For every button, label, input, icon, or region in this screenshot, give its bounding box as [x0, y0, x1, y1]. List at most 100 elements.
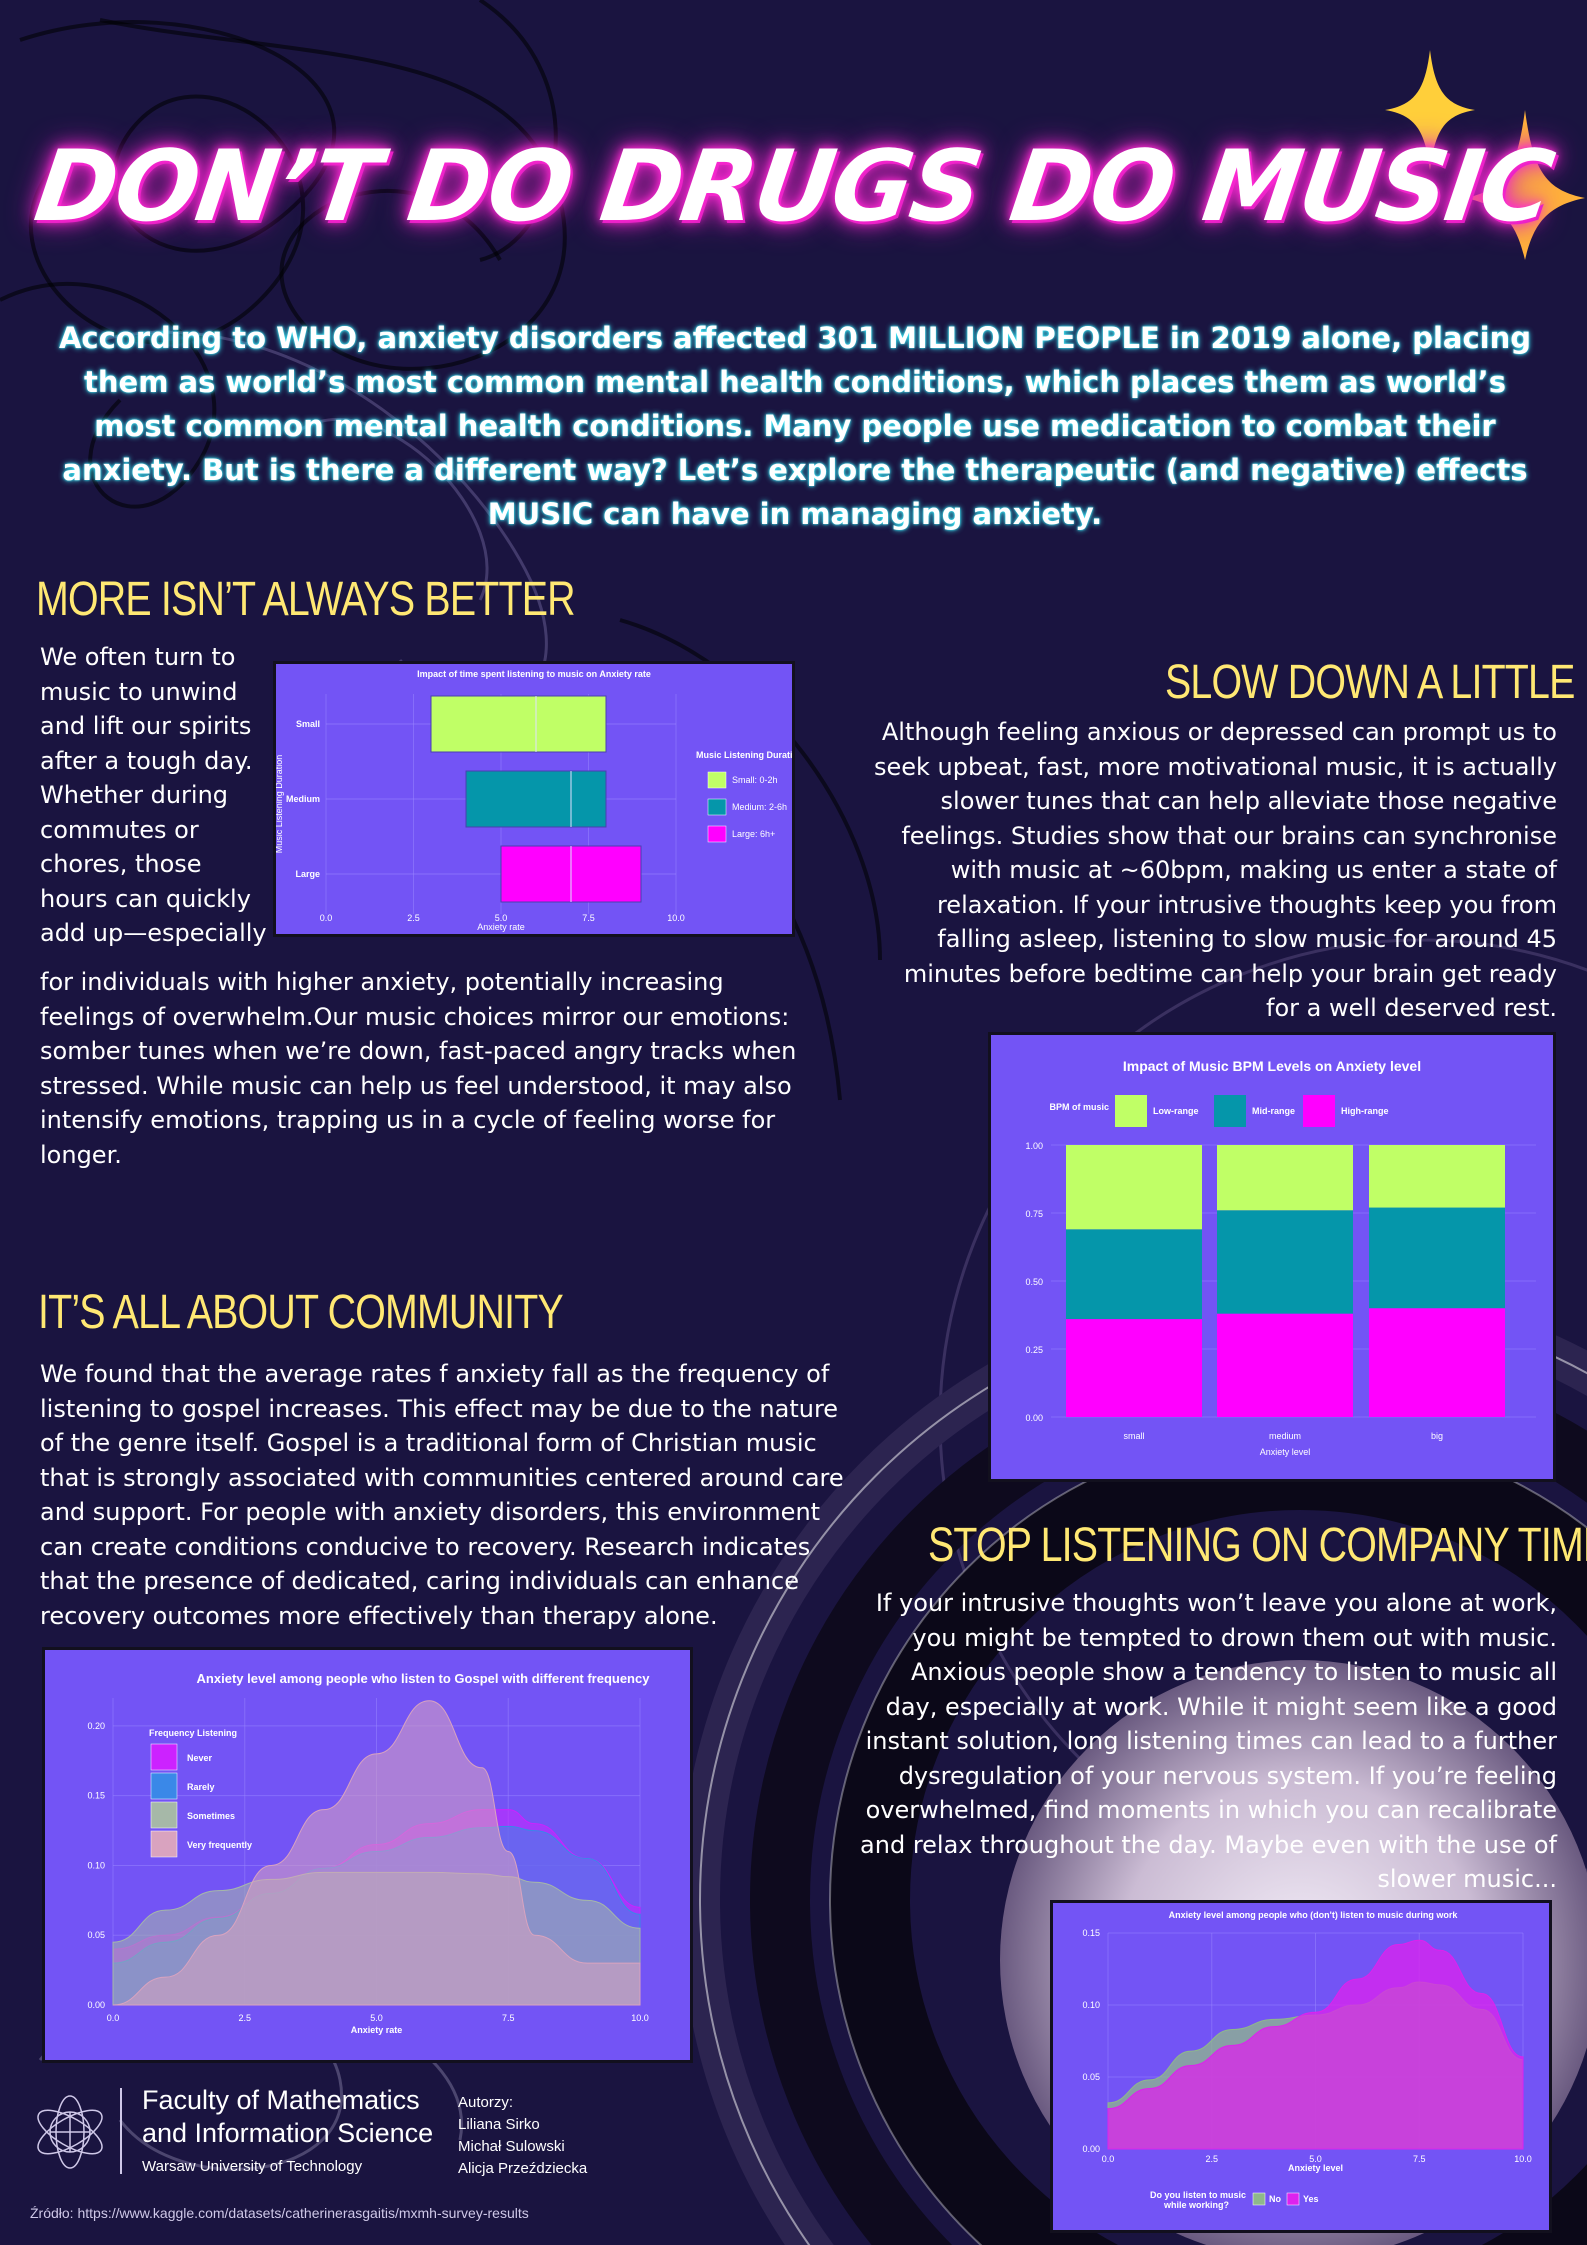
tick-label: 0.00	[87, 2000, 105, 2010]
tick-label: 2.5	[1205, 2154, 1218, 2164]
tick-label: 0.0	[320, 913, 333, 923]
legend-swatch	[707, 771, 727, 789]
footer-divider	[120, 2088, 122, 2174]
text-line: Whether during	[40, 781, 229, 809]
tick-label: 0.10	[1082, 2000, 1100, 2010]
community-body-text: We found that the average rates f anxiet…	[40, 1360, 844, 1630]
text-line: hours can quickly	[40, 884, 251, 913]
legend-label: Rarely	[187, 1782, 215, 1792]
bar-segment	[1217, 1210, 1353, 1314]
chart-listening-duration-boxplot: Impact of time spent listening to music …	[273, 661, 804, 937]
heading-community: IT’S ALL ABOUT COMMUNITY	[38, 1286, 564, 1339]
university-name: Warsaw University of Technology	[142, 2158, 363, 2175]
tick-label: 5.0	[370, 2013, 383, 2023]
bar-segment	[1369, 1308, 1505, 1417]
stacked-bar-svg: Impact of Music BPM Levels on Anxiety le…	[1025, 1058, 1536, 1457]
legend-label: Low-range	[1153, 1106, 1199, 1116]
box	[430, 695, 607, 753]
legend-label: Large: 6h+	[732, 829, 775, 839]
legend-label: Very frequently	[187, 1840, 252, 1850]
source-link[interactable]: Źródło: https://www.kaggle.com/datasets/…	[30, 2205, 529, 2221]
category-label: small	[1123, 1431, 1144, 1441]
author-name: Alicja Przeździecka	[458, 2160, 588, 2177]
slow-body-text: Although feeling anxious or depressed ca…	[873, 718, 1557, 1022]
bar-segment	[1066, 1229, 1202, 1320]
category-label: big	[1431, 1431, 1443, 1441]
legend-swatch	[707, 825, 727, 843]
bar-segment	[1217, 1145, 1353, 1211]
tick-label: 0.15	[87, 1791, 105, 1801]
more-body-text: for individuals with higher anxiety, pot…	[40, 968, 797, 1169]
tick-label: 0.05	[1082, 2072, 1100, 2082]
x-axis-label: Anxiety rate	[477, 922, 525, 932]
bar-segment	[1369, 1145, 1505, 1208]
tick-label: 5.0	[1309, 2154, 1322, 2164]
tick-label: 0.0	[107, 2013, 120, 2023]
chart-title: Anxiety level among people who (don't) l…	[1169, 1910, 1459, 1920]
authors-block: Autorzy: Liliana Sirko Michał Sulowski A…	[458, 2092, 587, 2180]
chart-gospel-density: Anxiety level among people who listen to…	[42, 1647, 693, 2063]
work-density-svg: Anxiety level among people who (don't) l…	[1082, 1910, 1531, 2210]
tick-label: 0.00	[1025, 1413, 1043, 1423]
sparkle-icon	[1385, 50, 1585, 260]
legend-title: Do you listen to music	[1150, 2190, 1246, 2200]
legend-swatch	[707, 798, 727, 816]
category-label: Large	[295, 869, 320, 879]
chart-title: Impact of time spent listening to music …	[417, 669, 651, 679]
legend-label: Mid-range	[1252, 1106, 1295, 1116]
text-line: and lift our spirits	[40, 712, 252, 740]
tick-label: 0.50	[1025, 1277, 1043, 1287]
tick-label: 1.00	[1025, 1141, 1043, 1151]
poster-title: DON’T DO DRUGS DO MUSIC	[28, 130, 1559, 244]
faculty-line-2: and Information Science	[142, 2118, 434, 2148]
text-line: We often turn to	[40, 643, 236, 671]
legend-swatch	[1115, 1095, 1147, 1127]
legend-label: Medium: 2-6h	[732, 802, 787, 812]
tick-label: 0.25	[1025, 1345, 1043, 1355]
chart-work-density: Anxiety level among people who (don't) l…	[1050, 1900, 1552, 2233]
density-area	[112, 1700, 641, 2006]
heading-more-isnt-always-better: MORE ISN’T ALWAYS BETTER	[36, 573, 576, 626]
heading-slow-down: SLOW DOWN A LITTLE	[1165, 656, 1575, 709]
tick-label: 0.05	[87, 1930, 105, 1940]
company-body-text: If your intrusive thoughts won’t leave y…	[860, 1589, 1557, 1893]
x-axis-label: Anxiety level	[1260, 1447, 1311, 1457]
legend-swatch	[1286, 2192, 1300, 2206]
legend-swatch	[150, 1801, 178, 1829]
tick-label: 7.5	[582, 913, 595, 923]
legend-title: Frequency Listening	[149, 1728, 237, 1738]
legend-swatch	[1252, 2192, 1266, 2206]
tick-label: 7.5	[502, 2013, 515, 2023]
category-label: medium	[1269, 1431, 1301, 1441]
legend-swatch	[1303, 1095, 1335, 1127]
text-line: chores, those	[40, 850, 202, 878]
more-intro-lines: We often turn to music to unwind and lif…	[40, 640, 280, 951]
tick-label: 0.20	[87, 1721, 105, 1731]
density-area	[1107, 1939, 1524, 2150]
bar-segment	[1369, 1207, 1505, 1309]
legend-label: Sometimes	[187, 1811, 235, 1821]
legend-label: No	[1269, 2194, 1281, 2204]
tick-label: 5.0	[495, 913, 508, 923]
tick-label: 0.10	[87, 1860, 105, 1870]
text-line: music to unwind	[40, 677, 238, 706]
box	[465, 770, 607, 828]
legend-swatch	[150, 1743, 178, 1771]
y-axis-label: Music Listening Duration	[276, 755, 284, 854]
chart-title: Impact of Music BPM Levels on Anxiety le…	[1123, 1058, 1421, 1074]
tick-label: 0.75	[1025, 1209, 1043, 1219]
x-axis-label: Anxiety rate	[351, 2025, 403, 2035]
faculty-name: Faculty of Mathematics and Information S…	[142, 2084, 433, 2150]
text-line: add up—especially	[40, 919, 267, 947]
legend-swatch	[1214, 1095, 1246, 1127]
tick-label: 2.5	[407, 913, 420, 923]
tick-label: 7.5	[1413, 2154, 1426, 2164]
tick-label: 0.0	[1102, 2154, 1115, 2164]
legend-label: Yes	[1303, 2194, 1319, 2204]
bar-segment	[1066, 1145, 1202, 1230]
legend-label: Small: 0-2h	[732, 775, 778, 785]
category-label: Medium	[286, 794, 320, 804]
legend-title: BPM of music	[1049, 1102, 1109, 1112]
legend-swatch	[150, 1772, 178, 1800]
bar-segment	[1066, 1319, 1202, 1417]
